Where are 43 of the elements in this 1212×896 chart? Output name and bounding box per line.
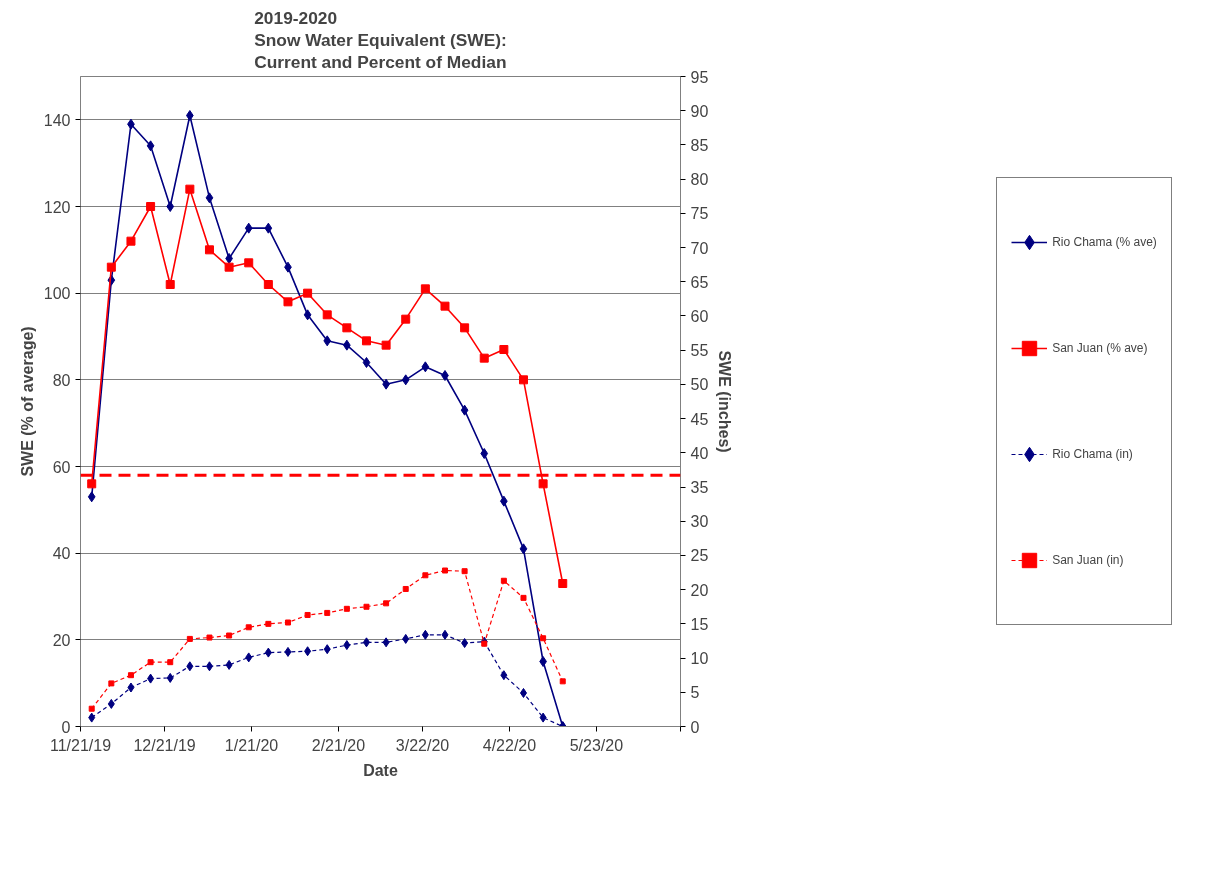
y2-tick-label: 50 — [690, 376, 709, 394]
legend-label: Rio Chama (in) — [1052, 446, 1133, 463]
y-tick-label: 40 — [52, 545, 71, 563]
y2-tick-label: 60 — [690, 307, 709, 325]
y2-tick-label: 75 — [690, 205, 709, 223]
y2-tick-label: 70 — [690, 239, 709, 257]
x-tick-label: 1/21/20 — [224, 736, 279, 754]
x-tick-label: 12/21/19 — [133, 736, 196, 754]
y2-tick-label: 85 — [690, 136, 709, 154]
legend-label: San Juan (% ave) — [1052, 340, 1148, 357]
legend-label: Rio Chama (% ave) — [1052, 234, 1157, 251]
x-tick-label: 4/22/20 — [482, 736, 537, 754]
y-tick-label: 80 — [52, 371, 71, 389]
x-tick-label: 3/22/20 — [395, 736, 450, 754]
y2-tick-label: 95 — [690, 68, 709, 86]
x-tick-label: 11/21/19 — [49, 736, 112, 754]
y2-axis-title: SWE (inches) — [716, 350, 734, 453]
x-tick-label: 2/21/20 — [311, 736, 366, 754]
y2-tick-label: 25 — [690, 547, 709, 565]
chart-title: 2019-2020 Snow Water Equivalent (SWE): Current and Percent of Median — [254, 7, 507, 72]
x-tick-label: 5/23/20 — [569, 736, 624, 754]
y-tick-label: 20 — [52, 631, 71, 649]
y2-tick-label: 45 — [690, 410, 709, 428]
y2-tick-label: 30 — [690, 513, 709, 531]
y2-tick-label: 10 — [690, 650, 709, 668]
y-tick-label: 0 — [61, 718, 71, 736]
y2-tick-label: 15 — [690, 615, 709, 633]
y2-tick-label: 0 — [690, 718, 700, 736]
y2-tick-label: 90 — [690, 102, 709, 120]
y-tick-label: 60 — [52, 458, 71, 476]
x-axis-title: Date — [363, 761, 398, 779]
y2-tick-label: 40 — [690, 444, 709, 462]
y-tick-label: 120 — [43, 198, 71, 216]
y2-tick-label: 20 — [690, 581, 709, 599]
y2-tick-label: 65 — [690, 273, 709, 291]
y2-tick-label: 80 — [690, 171, 709, 189]
y2-tick-label: 35 — [690, 479, 709, 497]
legend-label: San Juan (in) — [1052, 552, 1124, 569]
y2-tick-label: 5 — [690, 684, 700, 702]
y-tick-label: 100 — [43, 285, 71, 303]
y-axis-title: SWE (% of average) — [18, 326, 36, 477]
y-tick-label: 140 — [43, 111, 71, 129]
y2-tick-label: 55 — [690, 342, 709, 360]
